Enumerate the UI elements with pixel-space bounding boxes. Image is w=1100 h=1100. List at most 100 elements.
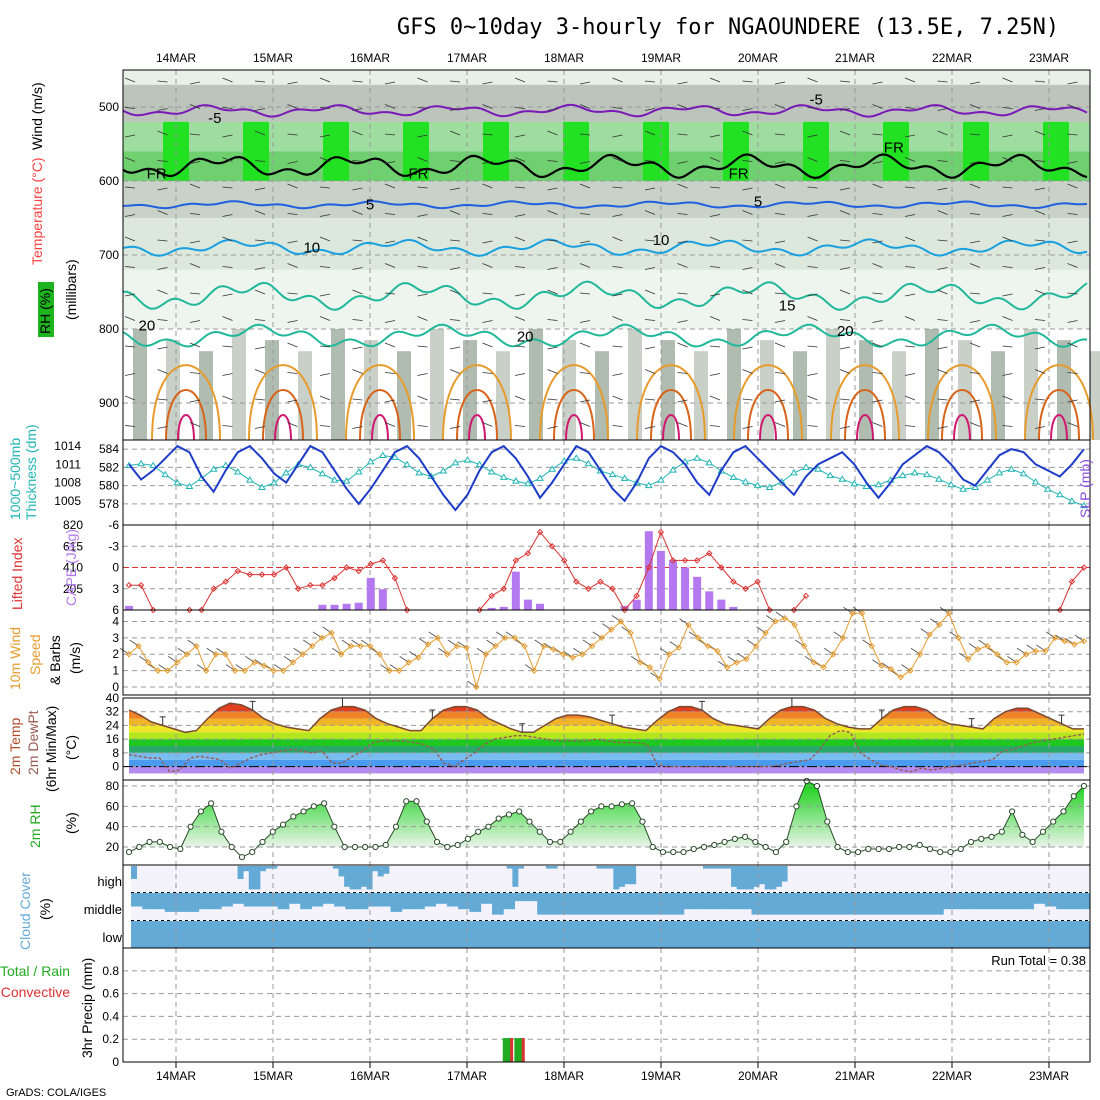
thickness-marker (511, 477, 520, 484)
cloud-bar-high (719, 866, 726, 869)
cloud-bar-middle (277, 893, 290, 910)
wind-marker (1071, 641, 1078, 648)
li-marker (1068, 578, 1076, 585)
rh-marker (321, 800, 328, 807)
rh-column (232, 329, 246, 440)
wind-barb (1067, 183, 1078, 189)
cloud-bar-low (683, 921, 696, 948)
wind-barb (774, 183, 786, 189)
cloud-bar-high (546, 866, 553, 869)
wind-barb (904, 293, 916, 297)
cloud-bar-middle (345, 893, 358, 910)
rh-marker (680, 848, 687, 856)
cloud-bar-middle (367, 893, 380, 907)
wind-barb (254, 398, 266, 401)
cloud-bar-low (785, 921, 798, 948)
cloud-bar-high (781, 866, 788, 882)
thickness-marker (1043, 485, 1052, 492)
temp2m-label-b: 2m DewPt (25, 710, 41, 775)
cloud-bar-middle (762, 893, 775, 915)
cloud-bar-low (221, 921, 233, 948)
rh-marker (762, 843, 769, 851)
wind-barb (157, 187, 168, 191)
cloud-bar-low (334, 921, 346, 948)
rh-marker (362, 843, 369, 851)
wind-marker (434, 634, 441, 642)
thickness-marker (741, 478, 750, 485)
cloud-bar-middle (649, 893, 662, 915)
wind-marker (482, 651, 490, 658)
wind-barb (807, 316, 818, 321)
wind-barb (1034, 108, 1046, 111)
rh-column (529, 329, 543, 440)
rh-column (1090, 351, 1100, 440)
cloud-bar-low (142, 921, 154, 948)
wind-barb (124, 186, 136, 189)
wind-marker (550, 646, 557, 653)
wind-barb (1002, 186, 1013, 189)
wind-barb (937, 289, 948, 295)
li-marker (790, 606, 798, 614)
cloud-bar-high (714, 866, 721, 869)
plus25-contour (539, 364, 609, 441)
li-marker (754, 578, 761, 585)
cloud-bar-low (164, 921, 177, 948)
wind-barb (319, 157, 331, 162)
temp-max-bar (519, 723, 526, 733)
li-marker (222, 578, 229, 585)
wind-barb (644, 108, 656, 111)
cloud-bar-low (807, 921, 820, 948)
cloud-bar-low (999, 921, 1012, 948)
wind-barb (547, 108, 558, 111)
cloud-bar-middle (898, 893, 910, 915)
rh-marker (475, 828, 482, 835)
rh-marker (824, 818, 831, 825)
wind-barb (579, 104, 591, 109)
wind-barb (937, 108, 948, 111)
li-marker (319, 582, 326, 589)
wind-barb (124, 157, 136, 162)
rh-marker (731, 835, 738, 842)
thickness-marker (838, 475, 847, 482)
cloud-bar-high (237, 866, 244, 879)
wind-barb (254, 210, 266, 215)
wind-barb (742, 398, 753, 401)
wind-barb (644, 187, 656, 191)
li-marker (258, 571, 266, 578)
thickness-marker (1019, 469, 1028, 477)
thickness-marker (233, 467, 242, 475)
contour-label: 5 (754, 194, 762, 211)
cloud-bar-middle (300, 893, 312, 910)
wind-marker (231, 667, 239, 674)
li-tick: 0 (112, 561, 119, 575)
wind-barb (774, 422, 786, 427)
wind-barb (677, 320, 688, 323)
wind-barb (482, 213, 493, 215)
wind-barb (417, 373, 428, 376)
wind-barb (579, 240, 591, 244)
wind-barb (547, 160, 558, 162)
precip-tick: 0.2 (102, 1032, 119, 1046)
wind-barb (254, 160, 266, 162)
cloud-bar-middle (446, 893, 459, 907)
wind-barb (969, 183, 981, 189)
li-marker (657, 528, 665, 536)
panel6-ylabels: 2m RH (%) (27, 804, 79, 848)
cloud-bar-low (379, 921, 391, 948)
wind-barb (839, 80, 851, 83)
wind-barb (189, 81, 201, 85)
wind-barb (157, 210, 168, 215)
cloud-bar-middle (131, 893, 143, 907)
cloud-label: Cloud Cover (17, 872, 33, 950)
li-marker (730, 578, 737, 585)
plus30-contour (844, 389, 886, 441)
rh-marker (372, 843, 379, 851)
wind-barb (319, 316, 331, 321)
thickness-marker (644, 481, 653, 489)
cloud-bar-low (322, 921, 335, 948)
temp-max-bar (1058, 714, 1065, 724)
wind-barb (709, 373, 721, 376)
cloud-bar-low (390, 921, 403, 948)
wind-barb (1067, 104, 1078, 109)
wind-barb (742, 369, 753, 374)
